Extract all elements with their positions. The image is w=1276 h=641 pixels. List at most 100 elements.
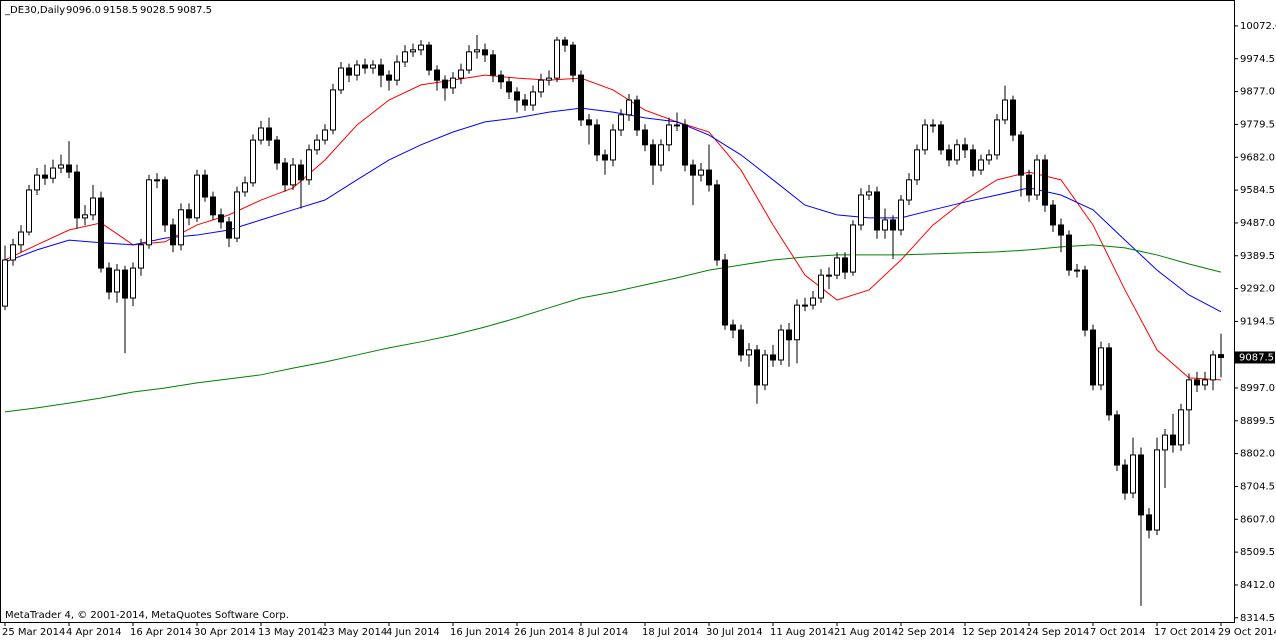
candle-body bbox=[194, 174, 200, 219]
candle-body bbox=[746, 349, 752, 356]
y-tick-label: 8412.0 bbox=[1240, 580, 1275, 591]
candle-body bbox=[770, 354, 776, 361]
candle-body bbox=[402, 51, 408, 63]
candle-body bbox=[330, 89, 336, 131]
candle-body bbox=[722, 259, 728, 326]
candle-body bbox=[826, 274, 832, 277]
candle-body bbox=[482, 49, 488, 56]
x-tick-label: 18 Jul 2014 bbox=[642, 627, 699, 638]
x-tick-label: 2 Sep 2014 bbox=[898, 627, 955, 638]
candle-body bbox=[1162, 434, 1168, 451]
moving-average bbox=[4, 107, 1222, 313]
candle-body bbox=[426, 44, 432, 71]
candle-body bbox=[498, 74, 504, 83]
candle-body bbox=[306, 149, 312, 181]
footer: MetaTrader 4, © 2001-2014, MetaQuotes So… bbox=[5, 610, 289, 621]
candle-body bbox=[202, 174, 208, 198]
candle-body bbox=[506, 81, 512, 93]
x-tick-label: 17 Oct 2014 bbox=[1154, 627, 1216, 638]
x-tick-label: 21 Aug 2014 bbox=[834, 627, 898, 638]
candle-body bbox=[1034, 159, 1040, 196]
candle-body bbox=[666, 124, 672, 146]
x-tick-label: 30 Jul 2014 bbox=[706, 627, 763, 638]
candle-body bbox=[186, 209, 192, 219]
x-tick-label: 16 Jun 2014 bbox=[450, 627, 510, 638]
candle-body bbox=[1186, 379, 1192, 411]
candle-body bbox=[106, 267, 112, 293]
candle-body bbox=[562, 39, 568, 46]
y-tick-label: 9877.0 bbox=[1240, 87, 1275, 98]
y-tick-label: 10072.0 bbox=[1240, 21, 1276, 32]
candle-body bbox=[26, 189, 32, 233]
candle-body bbox=[874, 191, 880, 231]
candle-body bbox=[178, 209, 184, 246]
candle-body bbox=[898, 199, 904, 231]
header-high: 9158.5 bbox=[103, 5, 138, 16]
x-tick-label: 7 Oct 2014 bbox=[1090, 627, 1145, 638]
candle-body bbox=[1082, 269, 1088, 331]
y-tick-label: 9292.0 bbox=[1240, 284, 1275, 295]
candle-body bbox=[474, 49, 480, 53]
y-tick-label: 8314.5 bbox=[1240, 613, 1275, 624]
y-tick-label: 8509.5 bbox=[1240, 547, 1275, 558]
candle-body bbox=[378, 64, 384, 76]
candle-body bbox=[274, 139, 280, 164]
candle-body bbox=[90, 197, 96, 216]
y-tick-label: 9194.5 bbox=[1240, 316, 1275, 327]
header-open: 9096.0 bbox=[66, 5, 101, 16]
candle-body bbox=[570, 44, 576, 76]
candle-body bbox=[370, 64, 376, 69]
x-tick-label: 13 May 2014 bbox=[258, 627, 323, 638]
candle-body bbox=[466, 51, 472, 71]
candle-body bbox=[634, 99, 640, 131]
header-symbol: _DE30,Daily bbox=[4, 5, 65, 16]
candle-body bbox=[1018, 134, 1024, 176]
candle-body bbox=[1202, 379, 1208, 386]
candle-body bbox=[578, 74, 584, 121]
candle-body bbox=[66, 164, 72, 173]
candle-body bbox=[794, 304, 800, 341]
candle-body bbox=[554, 39, 560, 79]
candle-body bbox=[234, 191, 240, 239]
y-tick-label: 9389.5 bbox=[1240, 251, 1275, 262]
candle-body bbox=[602, 154, 608, 161]
candle-body bbox=[226, 221, 232, 239]
candle-body bbox=[146, 179, 152, 246]
x-tick-label: 8 Jul 2014 bbox=[578, 627, 628, 638]
candle-body bbox=[690, 164, 696, 176]
candle-body bbox=[658, 144, 664, 166]
candle-body bbox=[1218, 354, 1224, 358]
candle-body bbox=[906, 179, 912, 201]
candle-body bbox=[250, 139, 256, 184]
candle-body bbox=[1026, 174, 1032, 196]
candle-body bbox=[18, 231, 24, 246]
candle-body bbox=[882, 219, 888, 231]
candle-body bbox=[698, 169, 704, 176]
candle-body bbox=[122, 269, 128, 299]
x-tick-label: 29 Oct 2014 bbox=[1218, 627, 1276, 638]
x-tick-label: 26 Jun 2014 bbox=[514, 627, 574, 638]
candle-body bbox=[610, 129, 616, 161]
candle-body bbox=[2, 259, 8, 307]
candle-body bbox=[522, 99, 528, 106]
candle-body bbox=[490, 54, 496, 76]
candle-body bbox=[946, 149, 952, 161]
candle-body bbox=[682, 124, 688, 166]
y-tick-label: 9584.5 bbox=[1240, 185, 1275, 196]
y-tick-label: 9779.5 bbox=[1240, 119, 1275, 130]
candle-body bbox=[714, 184, 720, 261]
candle-body bbox=[850, 224, 856, 273]
candle-body bbox=[650, 144, 656, 166]
candle-body bbox=[970, 149, 976, 171]
header-low: 9028.5 bbox=[140, 5, 175, 16]
x-tick-label: 16 Apr 2014 bbox=[130, 627, 192, 638]
candle-body bbox=[890, 219, 896, 231]
y-tick-label: 8802.0 bbox=[1240, 449, 1275, 460]
candle-body bbox=[266, 127, 272, 141]
candle-body bbox=[1170, 434, 1176, 446]
candle-body bbox=[418, 44, 424, 51]
candle-body bbox=[1010, 99, 1016, 136]
candle-body bbox=[1042, 159, 1048, 206]
candle-body bbox=[98, 197, 104, 269]
candle-body bbox=[786, 329, 792, 341]
